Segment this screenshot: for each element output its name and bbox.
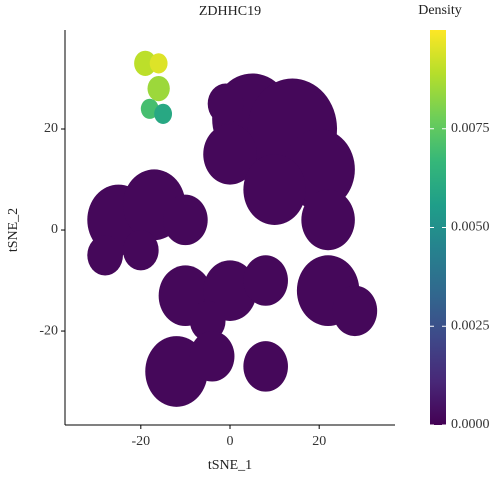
density-cluster [87, 235, 123, 276]
colorbar-tick-label: 0.0025 [451, 318, 490, 333]
density-cluster [147, 75, 170, 102]
density-cluster [189, 300, 226, 342]
density-cluster [134, 50, 157, 76]
density-cluster [243, 341, 288, 392]
density-cluster [149, 53, 168, 74]
y-tick-label: 20 [44, 121, 58, 136]
colorbar-title: Density [418, 3, 462, 18]
density-cluster [207, 83, 244, 124]
y-axis-label: tSNE_2 [6, 208, 21, 252]
density-cluster [122, 230, 159, 271]
density-cluster [301, 189, 355, 251]
colorbar-tick-label: 0.0050 [451, 220, 490, 235]
density-cluster [203, 123, 257, 185]
density-cluster [332, 285, 378, 337]
density-cluster [163, 194, 208, 246]
plot-area [87, 50, 378, 407]
density-cluster [243, 255, 288, 306]
y-tick-label: 0 [51, 222, 58, 237]
y-tick-label: -20 [39, 323, 58, 338]
x-tick-label: -20 [131, 434, 150, 449]
colorbar-tick-label: 0.0075 [451, 121, 490, 136]
x-tick-label: 20 [312, 434, 326, 449]
density-cluster [189, 331, 235, 382]
colorbar-tick-label: 0.0000 [451, 417, 490, 432]
density-cluster [154, 103, 173, 124]
chart-title: ZDHHC19 [199, 4, 261, 19]
density-cluster [243, 154, 306, 225]
x-tick-label: 0 [227, 434, 234, 449]
x-axis-label: tSNE_1 [208, 458, 252, 473]
